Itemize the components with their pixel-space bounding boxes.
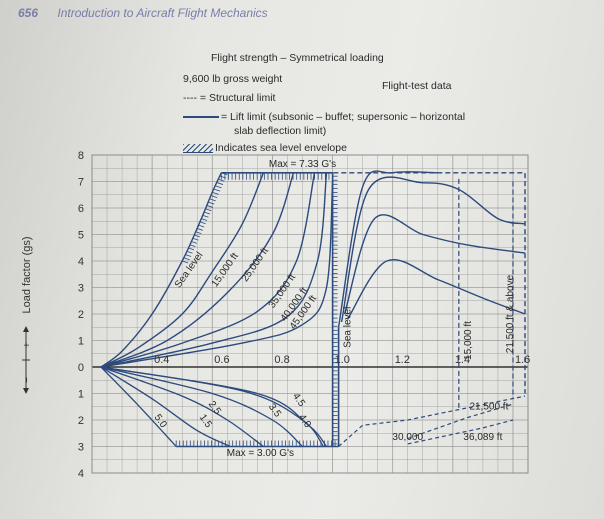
legend-lift-text: = Lift limit (subsonic – buffet; superso… bbox=[221, 111, 466, 123]
hatch-mark bbox=[211, 195, 218, 199]
legend-source: Flight-test data bbox=[382, 80, 452, 92]
chart-annotation: 25,000 ft bbox=[240, 246, 271, 284]
y-tick-label: 7 bbox=[78, 177, 84, 189]
legend-structural: ---- = Structural limit bbox=[183, 92, 276, 104]
chart-annotation: 36,089 ft bbox=[463, 432, 502, 443]
chart-tick-labels: 0.4 0.6 0.8 1.0 1.2 1.4 1.6 8 7 6 5 4 3 2 1 0 1 2 3 4 bbox=[78, 150, 530, 480]
y-tick-label: 3 bbox=[78, 442, 84, 454]
y-axis-label: Load factor (gs) bbox=[21, 236, 33, 313]
hatch-mark bbox=[216, 182, 224, 185]
hatch-mark bbox=[215, 185, 222, 189]
y-axis-label-svg: Load factor (gs) − + bbox=[21, 236, 33, 394]
chart-annotation: 21,500 ft & above bbox=[505, 274, 516, 353]
supersonic-lift-curve bbox=[340, 176, 526, 323]
structural-limit-line bbox=[221, 172, 526, 394]
x-tick-label: 0.6 bbox=[214, 354, 229, 366]
y-tick-label: 6 bbox=[78, 203, 84, 215]
hatch-mark bbox=[184, 254, 192, 257]
page-header: 656 Introduction to Aircraft Flight Mech… bbox=[18, 6, 268, 26]
negative-lift-curve bbox=[100, 366, 231, 448]
legend-line-swatch bbox=[183, 116, 219, 119]
chart-curves bbox=[100, 170, 526, 448]
negative-right-limit bbox=[338, 395, 526, 447]
y-sign-minus: − bbox=[22, 377, 33, 383]
legend-lift-line2: slab deflection limit) bbox=[234, 125, 327, 137]
hatch-mark bbox=[205, 208, 212, 212]
y-tick-label: 4 bbox=[78, 468, 84, 480]
negative-lift-curve bbox=[100, 366, 177, 447]
y-tick-label: 2 bbox=[78, 309, 84, 321]
hatch-mark bbox=[183, 257, 190, 261]
chart-annotation: 5.0 bbox=[152, 412, 169, 430]
hatch-mark bbox=[182, 260, 189, 264]
x-tick-label: 1.6 bbox=[515, 354, 530, 366]
y-tick-label: 8 bbox=[78, 150, 84, 162]
chart-annotation: 21,500 ft bbox=[469, 401, 508, 412]
y-tick-label: 3 bbox=[78, 283, 84, 295]
chart-annotation: Max = 7.33 G's bbox=[269, 159, 336, 170]
y-tick-label: 5 bbox=[78, 230, 84, 242]
y-sign-indicator: − + bbox=[22, 326, 33, 394]
plot-frame bbox=[91, 154, 529, 474]
negative-altitude-dash bbox=[407, 403, 514, 440]
supersonic-lift-curve bbox=[343, 214, 526, 315]
y-tick-label: 1 bbox=[78, 336, 84, 348]
legend-sea-level: Indicates sea level envelope bbox=[183, 142, 347, 154]
hatch-mark bbox=[202, 214, 209, 218]
y-tick-label: 2 bbox=[78, 415, 84, 427]
sea-level-envelope-hatch bbox=[175, 172, 339, 447]
chart-annotation: 30,000 bbox=[392, 432, 423, 443]
lift-limit-curve bbox=[100, 172, 222, 368]
hatch-mark bbox=[206, 205, 213, 208]
lift-limit-curve bbox=[100, 172, 316, 368]
legend-sea-level-text: Indicates sea level envelope bbox=[215, 142, 347, 154]
y-tick-label: 1 bbox=[78, 389, 84, 401]
book-title: Introduction to Aircraft Flight Mechanic… bbox=[57, 6, 268, 20]
negative-lift-curve bbox=[100, 366, 303, 447]
lift-limit-curve bbox=[100, 172, 295, 368]
chart-annotation: Max = 3.00 G's bbox=[227, 448, 294, 459]
hatch-mark bbox=[212, 191, 219, 195]
chart-annotation: Sea level bbox=[343, 307, 354, 348]
lift-limit-curve bbox=[100, 172, 265, 368]
hatch-mark bbox=[203, 211, 211, 215]
negative-lift-curve bbox=[100, 366, 264, 448]
x-tick-label: 0.8 bbox=[274, 354, 289, 366]
supersonic-lift-curve bbox=[347, 258, 526, 320]
supersonic-lift-curve bbox=[337, 170, 438, 328]
y-sign-plus: + bbox=[22, 342, 33, 348]
lift-limit-curve bbox=[100, 172, 328, 368]
y-axis-label-block: Load factor (gs) − + bbox=[16, 180, 38, 400]
hatch-mark bbox=[213, 188, 221, 192]
legend-title: Flight strength – Symmetrical loading bbox=[211, 52, 384, 64]
lift-limit-curve bbox=[100, 181, 334, 368]
chart-annotation: 15,000 ft bbox=[463, 321, 474, 360]
x-tick-label: 1.2 bbox=[395, 354, 410, 366]
x-tick-label: 1.0 bbox=[335, 354, 350, 366]
legend-hatch-swatch bbox=[183, 143, 213, 153]
x-tick-label: 0.4 bbox=[154, 354, 169, 366]
y-tick-label: 4 bbox=[78, 256, 84, 268]
page-number: 656 bbox=[18, 6, 39, 20]
legend-weight: 9,600 lb gross weight bbox=[183, 73, 283, 85]
chart-annotation: 1.5 bbox=[197, 412, 214, 430]
hatch-mark bbox=[208, 201, 215, 205]
legend-lift-line1: = Lift limit (subsonic – buffet; superso… bbox=[183, 111, 465, 123]
y-tick-label: 0 bbox=[78, 362, 84, 374]
chart-annotations: Max = 7.33 G's Max = 3.00 G's Sea level 15,… bbox=[152, 159, 516, 459]
hatch-mark bbox=[218, 178, 225, 182]
negative-lift-curve bbox=[100, 366, 328, 447]
hatch-mark bbox=[209, 198, 216, 202]
hatch-mark bbox=[219, 175, 226, 179]
x-tick-label: 1.4 bbox=[455, 354, 470, 366]
